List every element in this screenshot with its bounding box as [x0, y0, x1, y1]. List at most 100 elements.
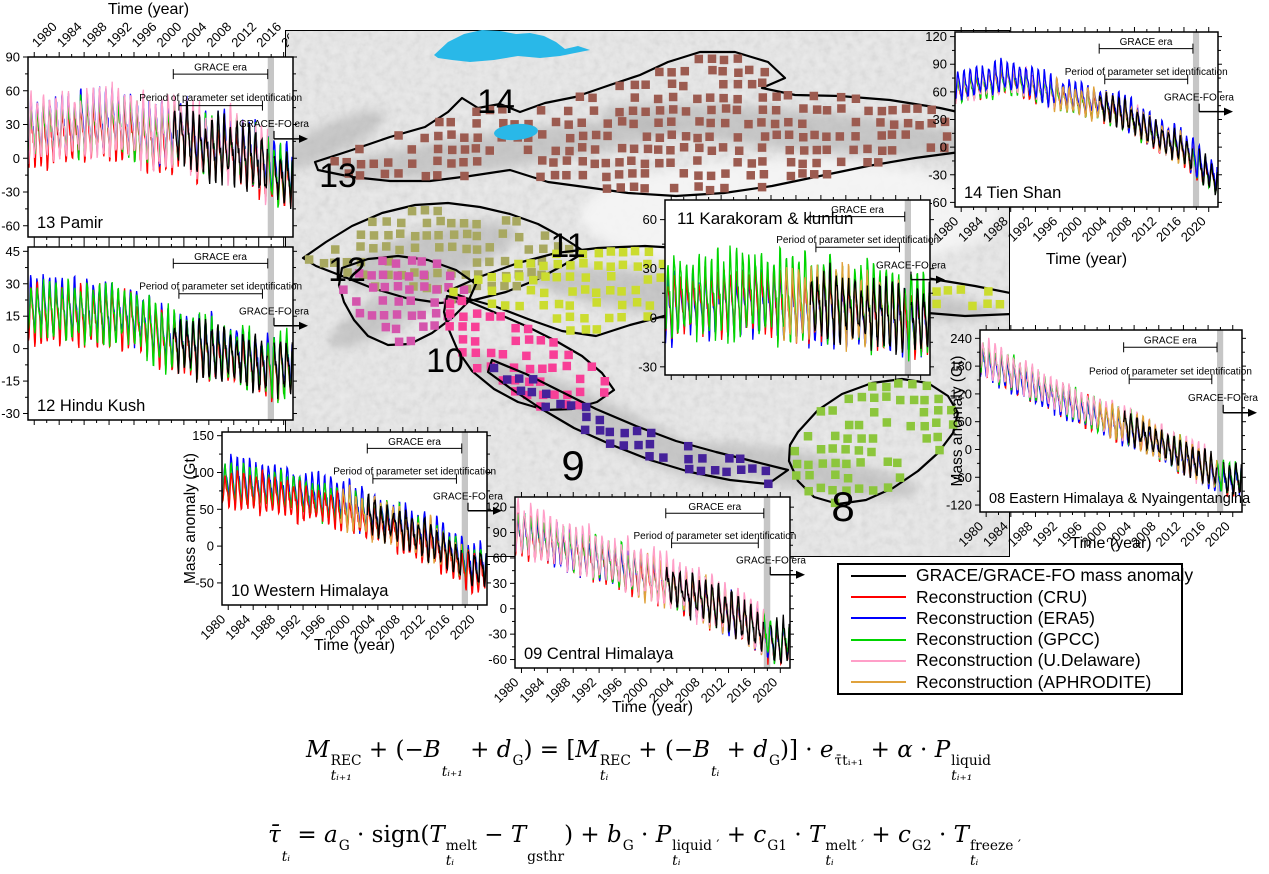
eq-token: −B tᵢ	[673, 737, 720, 781]
plot-box	[664, 199, 931, 376]
svg-text:180: 180	[950, 359, 972, 374]
axis-ticks	[217, 427, 491, 610]
gap-band	[267, 247, 274, 420]
svg-text:30: 30	[643, 261, 657, 276]
gap-band	[904, 200, 911, 375]
series-grace	[172, 100, 268, 192]
grace-era-label: GRACE era	[1144, 336, 1197, 347]
svg-text:2020: 2020	[278, 19, 309, 50]
legend-item-cru: Reconstruction (CRU)	[851, 587, 1181, 608]
svg-text:0: 0	[13, 341, 20, 356]
map-region-14	[313, 50, 1009, 198]
panel-09: 1209060300-30-60198019841988199219962000…	[485, 492, 806, 716]
param-period-label: Period of parameter set identification	[333, 466, 496, 477]
svg-text:2020: 2020	[749, 675, 780, 706]
y-axis-title: Mass anomaly (Gt)	[182, 453, 199, 584]
legend-line-gpcc	[851, 638, 906, 641]
y-tick-labels: 240 180 120 60 0 -60 -120	[946, 331, 972, 513]
svg-text:2012: 2012	[397, 612, 428, 643]
svg-text:1984: 1984	[516, 675, 547, 706]
grace-era-label: GRACE era	[194, 252, 247, 263]
eq-token: ) +	[564, 822, 607, 848]
axis-ticks	[510, 492, 794, 673]
svg-text:1988: 1988	[542, 675, 573, 706]
y-tick-labels: 60 30 0 -30	[638, 212, 657, 374]
panel-annotations: GRACE era Period of parameter set identif…	[1089, 336, 1258, 417]
svg-text:1980: 1980	[29, 19, 60, 50]
svg-text:2016: 2016	[1153, 214, 1184, 245]
eq-token: + (	[361, 737, 405, 763]
svg-text:1984: 1984	[955, 214, 986, 245]
lake-large	[434, 30, 590, 62]
svg-text:60: 60	[958, 414, 972, 429]
svg-text:60: 60	[643, 212, 657, 227]
y-axis-title: Mass anomaly (Gt)	[949, 356, 966, 487]
legend-line-cru	[851, 596, 906, 599]
x-axis-title: Time (year)	[108, 1, 189, 18]
panel-annotations: GRACE era Period of parameter set identif…	[776, 205, 946, 284]
series-grace	[1098, 92, 1194, 171]
series-grace	[1122, 410, 1218, 486]
panel-title: 12 Hindu Kush	[37, 397, 145, 415]
svg-text:90: 90	[493, 525, 507, 540]
eq-token: ) = [	[523, 737, 576, 763]
svg-text:2016: 2016	[422, 612, 453, 643]
axis-ticks	[950, 27, 1222, 212]
panel-annotations: GRACE era Period of parameter set identif…	[139, 252, 309, 330]
eq-token: −B tᵢ₊₁	[404, 737, 463, 781]
panel-title: 09 Central Himalaya	[524, 645, 674, 663]
series-grace	[1222, 461, 1242, 495]
eq-token: τ̄ tᵢ	[268, 822, 291, 866]
legend-item-aphrodite: Reconstruction (APHRODITE)	[851, 672, 1181, 693]
grace-fo-label: GRACE-FO era	[239, 306, 309, 317]
grace-fo-label: GRACE-FO era	[239, 119, 309, 130]
plot-box	[979, 329, 1243, 513]
panel-title: 10 Western Himalaya	[231, 582, 389, 600]
eq-token: +	[719, 737, 754, 763]
svg-text:2012: 2012	[1152, 519, 1183, 550]
svg-text:90: 90	[6, 50, 20, 65]
svg-text:2004: 2004	[178, 19, 209, 50]
panel-annotations: GRACE era Period of parameter set identif…	[634, 502, 806, 579]
eq-token: + (	[630, 737, 674, 763]
svg-text:-15: -15	[1, 374, 20, 389]
svg-text:1980: 1980	[491, 675, 522, 706]
param-period-label: Period of parameter set identification	[139, 93, 302, 104]
y-tick-labels: 120 90 60 30 0 -30 -60	[925, 29, 947, 210]
x-axis-title: Time (year)	[1070, 535, 1151, 552]
eq-token: ·	[633, 822, 656, 848]
svg-text:1996: 1996	[129, 19, 160, 50]
series-udel	[28, 81, 269, 206]
panel-10: 150100500-501980198419881992199620002004…	[182, 427, 503, 654]
eq-token: +	[864, 822, 899, 848]
svg-text:1992: 1992	[272, 612, 303, 643]
svg-text:2008: 2008	[1104, 214, 1135, 245]
axis-ticks	[23, 242, 297, 425]
svg-text:30: 30	[6, 117, 20, 132]
gap-band	[461, 432, 468, 605]
legend-line-era5	[851, 617, 906, 620]
legend-line-aphrodite	[851, 681, 906, 684]
panel-12: 45 30 15 0 -15 -30 GRACE era Period of paramete…	[1, 242, 309, 425]
map-lakes	[434, 30, 590, 141]
svg-text:2000: 2000	[153, 19, 184, 50]
axis-ticks	[23, 52, 297, 242]
y-tick-labels: 45 30 15 0 -15 -30	[1, 244, 20, 421]
eq-token: ·	[912, 737, 935, 763]
svg-text:15: 15	[6, 309, 20, 324]
grace-era-label: GRACE era	[831, 205, 884, 216]
eq-token: +	[863, 737, 898, 763]
eq-token: e τ̄tᵢ₊₁	[819, 737, 864, 770]
svg-text:-50: -50	[195, 575, 214, 590]
svg-text:-30: -30	[928, 167, 947, 182]
svg-text:1992: 1992	[1029, 519, 1060, 550]
svg-text:0: 0	[500, 601, 507, 616]
series-grace	[910, 281, 930, 351]
svg-text:90: 90	[933, 57, 947, 72]
